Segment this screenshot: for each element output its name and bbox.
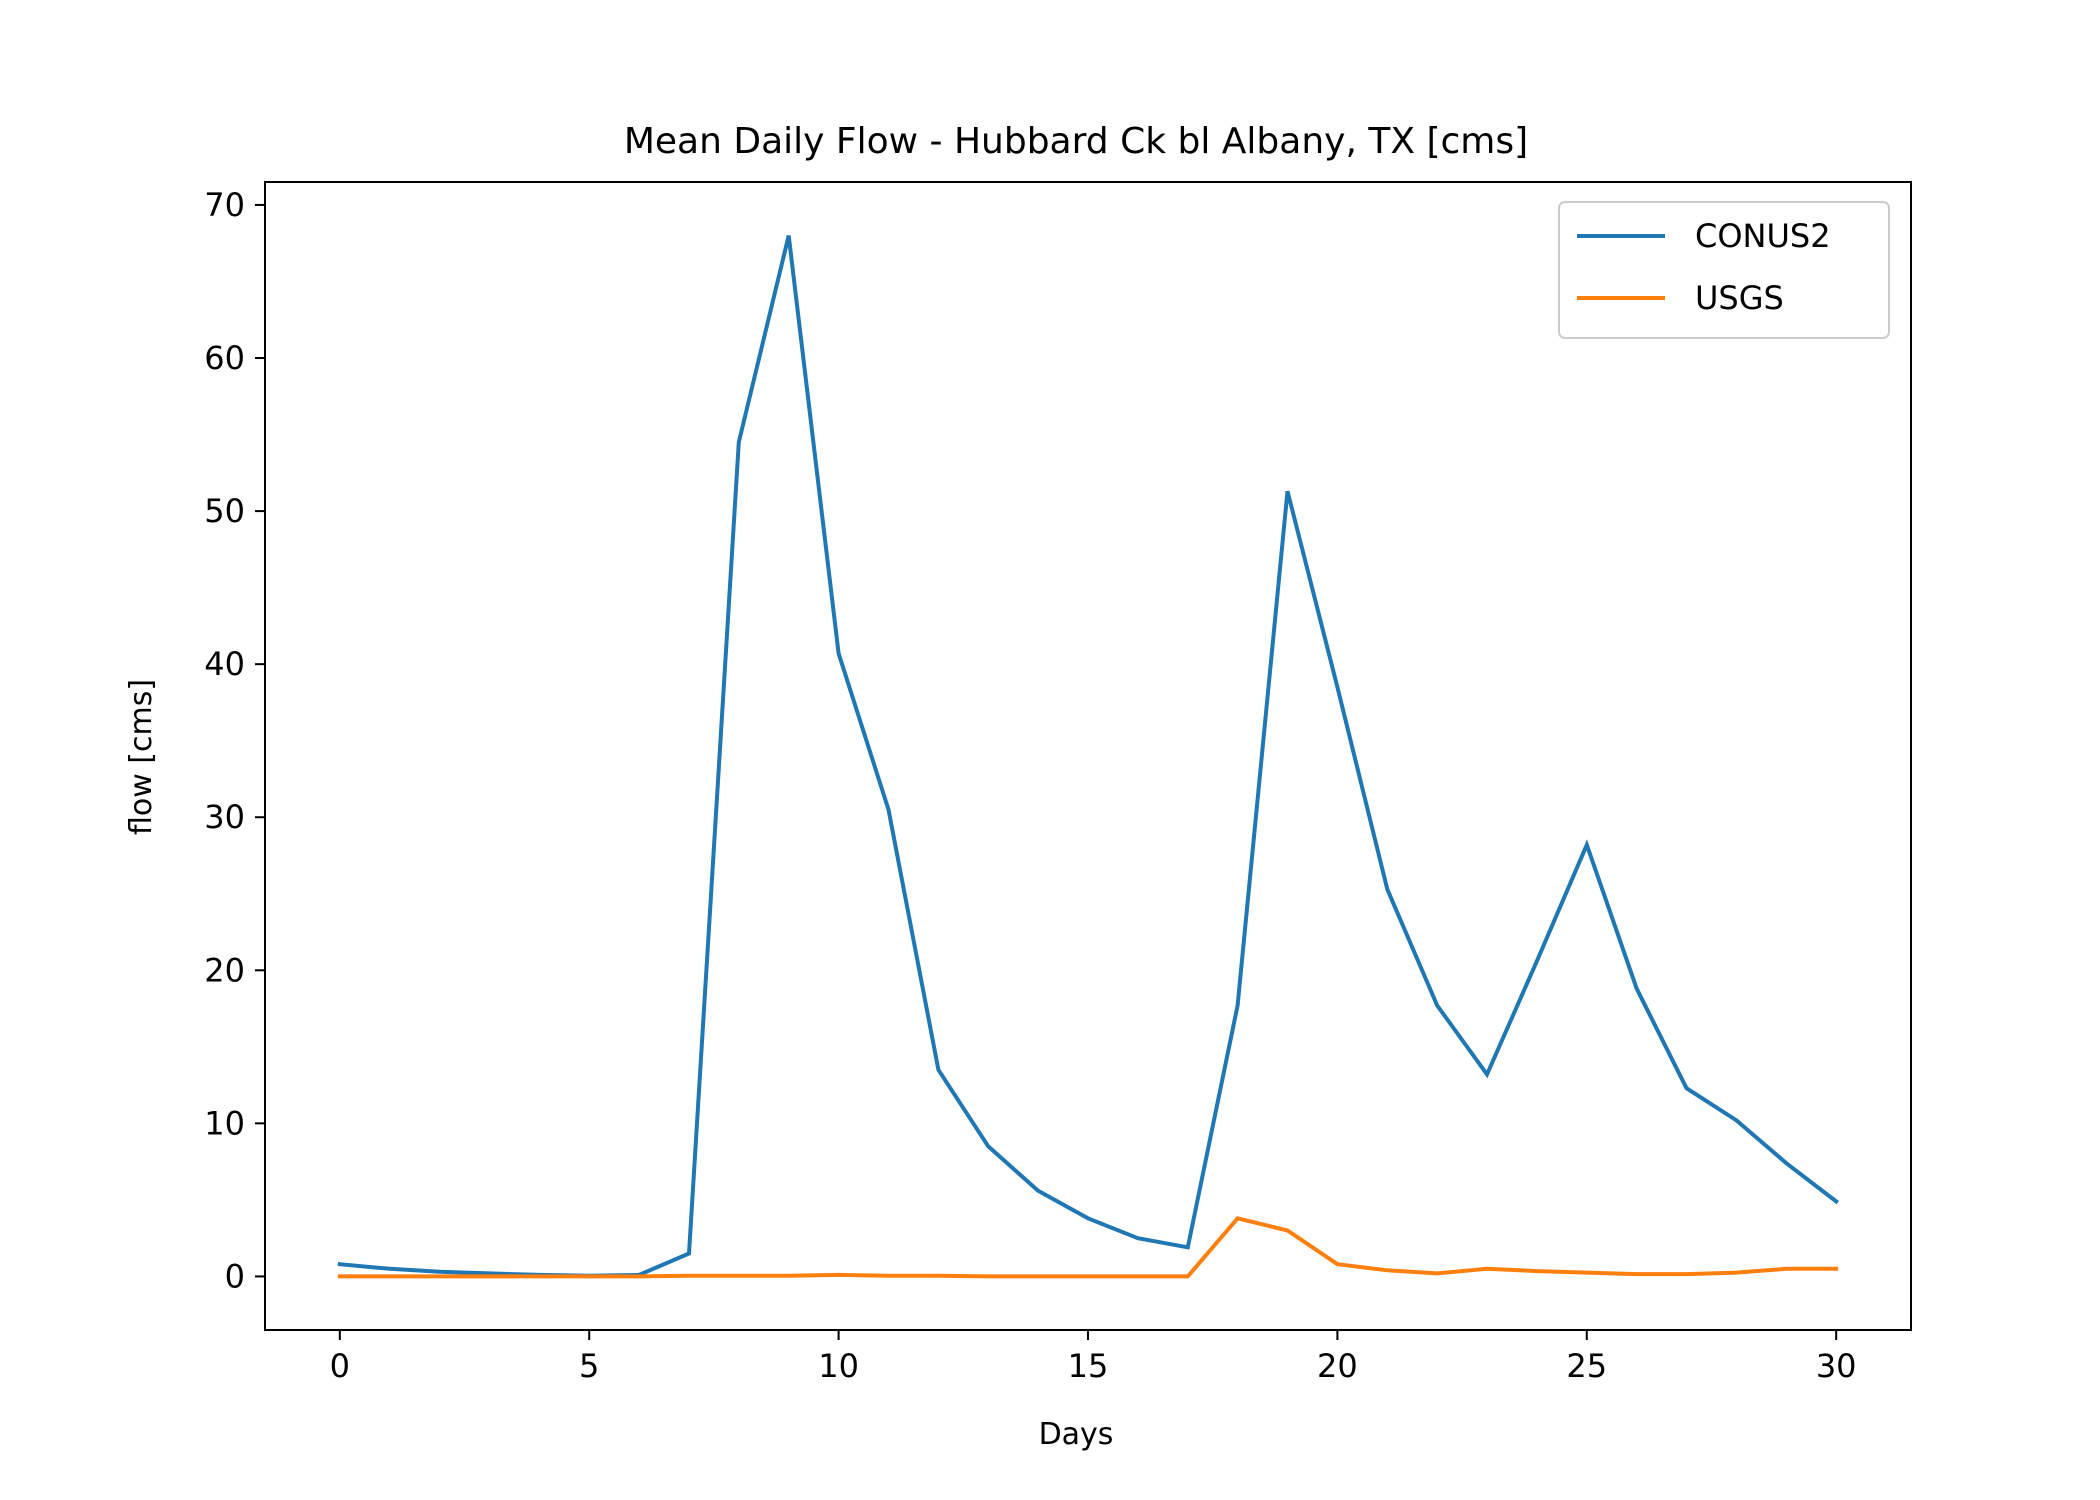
y-tick-label: 70 <box>204 186 245 224</box>
axis-ticks: 0 5 10 15 20 25 30 0 10 20 30 40 50 60 70 <box>204 186 1856 1385</box>
legend-label-conus2: CONUS2 <box>1695 217 1831 255</box>
x-tick-label: 0 <box>330 1347 350 1385</box>
x-tick-label: 30 <box>1816 1347 1857 1385</box>
x-tick-label: 15 <box>1068 1347 1109 1385</box>
plot-area <box>337 235 1840 1279</box>
x-tick-label: 10 <box>818 1347 859 1385</box>
y-tick-label: 50 <box>204 492 245 530</box>
x-tick-label: 5 <box>579 1347 599 1385</box>
series-line-usgs <box>337 1216 1839 1279</box>
legend-label-usgs: USGS <box>1695 279 1784 317</box>
legend: CONUS2 USGS <box>1558 201 1890 339</box>
y-tick-label: 0 <box>225 1257 245 1295</box>
y-tick-label: 40 <box>204 645 245 683</box>
y-tick-label: 10 <box>204 1104 245 1142</box>
y-axis-label: flow [cms] <box>124 679 159 835</box>
x-axis-label: Days <box>1039 1417 1114 1452</box>
chart-title: Mean Daily Flow - Hubbard Ck bl Albany, … <box>624 121 1528 162</box>
x-tick-label: 25 <box>1566 1347 1607 1385</box>
y-tick-label: 30 <box>204 798 245 836</box>
y-tick-label: 20 <box>204 951 245 989</box>
y-tick-label: 60 <box>204 339 245 377</box>
x-tick-label: 20 <box>1317 1347 1358 1385</box>
